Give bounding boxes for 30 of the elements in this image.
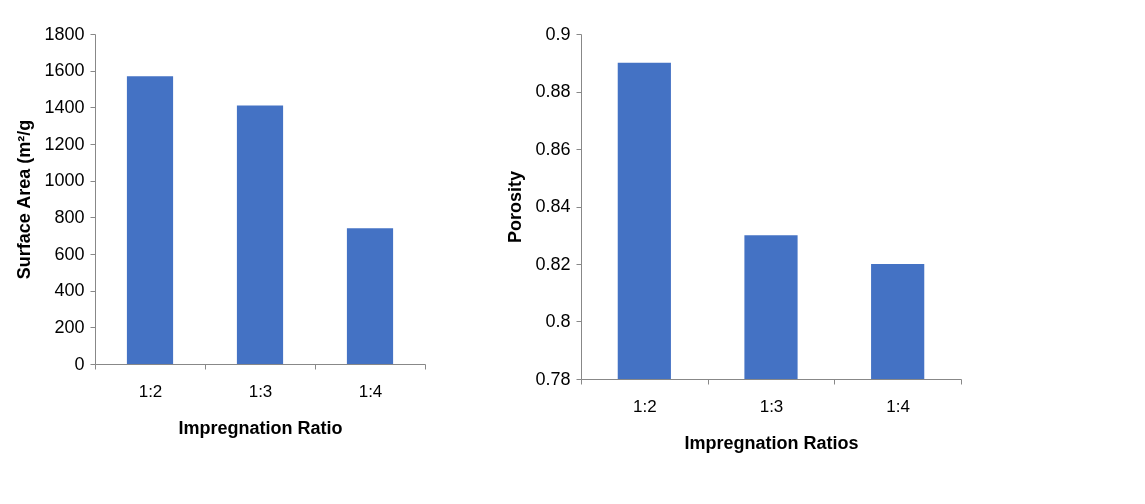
y-tick-label: 800 bbox=[54, 206, 85, 227]
bar bbox=[236, 105, 284, 364]
y-tick-label: 0.9 bbox=[545, 23, 571, 44]
x-tick-label: 1:2 bbox=[138, 381, 163, 401]
y-axis-title: Porosity bbox=[505, 170, 526, 244]
y-tick-label: 1600 bbox=[44, 60, 85, 81]
y-tick-label: 600 bbox=[54, 243, 85, 264]
x-tick-label: 1:3 bbox=[759, 396, 784, 416]
y-tick-label: 0.84 bbox=[535, 196, 571, 216]
y-tick-label: 0.8 bbox=[545, 311, 571, 331]
x-axis-title: Impregnation Ratios bbox=[684, 432, 859, 453]
y-tick-label: 0.78 bbox=[535, 368, 571, 389]
x-axis-title: Impregnation Ratio bbox=[178, 417, 343, 438]
bar bbox=[346, 228, 394, 364]
y-tick-label: 400 bbox=[54, 280, 85, 301]
x-tick-label: 1:3 bbox=[248, 381, 273, 401]
y-tick-label: 0.86 bbox=[535, 138, 571, 159]
x-tick-label: 1:4 bbox=[358, 381, 383, 401]
y-tick-label: 1200 bbox=[44, 133, 85, 154]
y-tick-label: 200 bbox=[54, 316, 85, 337]
y-tick-label: 0.88 bbox=[535, 81, 571, 101]
y-axis-title: Surface Area (m²/g bbox=[14, 119, 35, 280]
bar bbox=[126, 76, 174, 364]
y-tick-label: 1000 bbox=[44, 170, 85, 191]
y-tick-label: 0 bbox=[74, 353, 85, 374]
x-tick-label: 1:2 bbox=[633, 396, 657, 416]
y-tick-label: 1400 bbox=[44, 96, 85, 117]
x-tick-label: 1:4 bbox=[886, 396, 910, 416]
y-tick-label: 1800 bbox=[44, 23, 85, 44]
y-tick-label: 0.82 bbox=[535, 253, 571, 274]
